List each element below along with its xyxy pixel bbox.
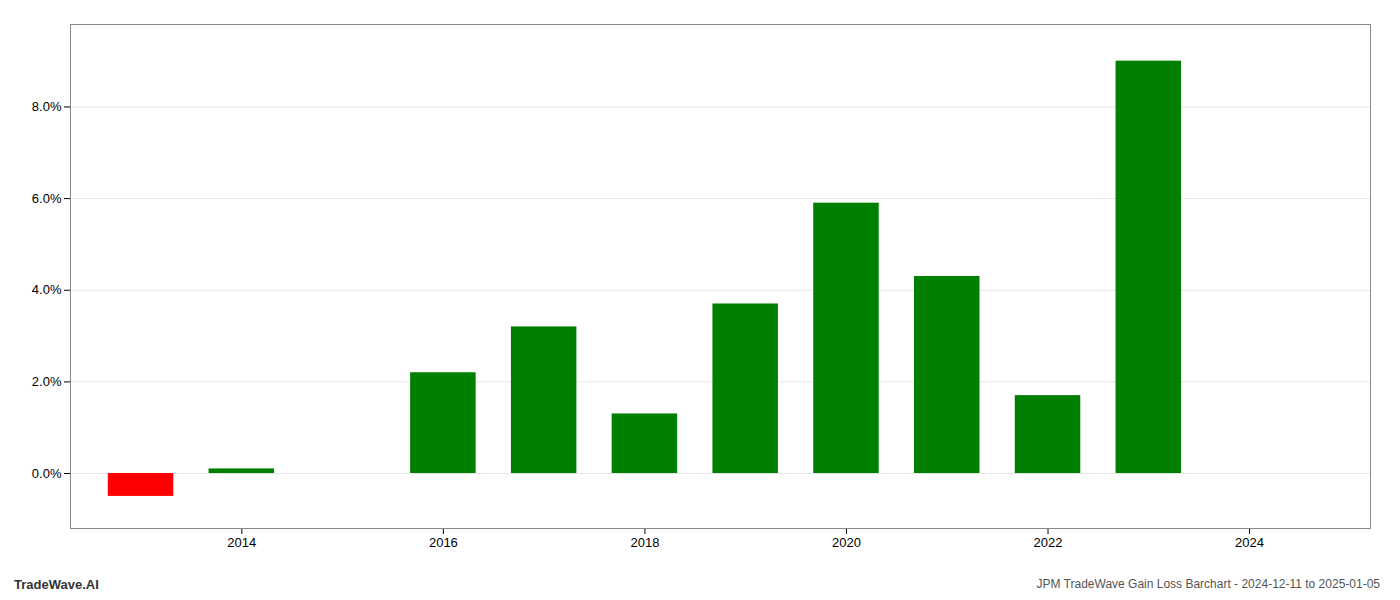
svg-text:8.0%: 8.0% [32, 99, 62, 114]
svg-text:2016: 2016 [429, 535, 458, 550]
svg-text:4.0%: 4.0% [32, 282, 62, 297]
svg-text:0.0%: 0.0% [32, 466, 62, 481]
svg-text:6.0%: 6.0% [32, 191, 62, 206]
svg-text:2022: 2022 [1034, 535, 1063, 550]
svg-text:2020: 2020 [832, 535, 861, 550]
html-text:JPM TradeWave Gain Loss Barcha: JPM TradeWave Gain Loss Barchart - 2024-… [1036, 577, 1380, 591]
svg-text:2018: 2018 [630, 535, 659, 550]
svg-text:2.0%: 2.0% [32, 374, 62, 389]
svg-text:2024: 2024 [1235, 535, 1264, 550]
svg-text:2014: 2014 [227, 535, 256, 550]
html-text:TradeWave.AI: TradeWave.AI [14, 576, 99, 592]
